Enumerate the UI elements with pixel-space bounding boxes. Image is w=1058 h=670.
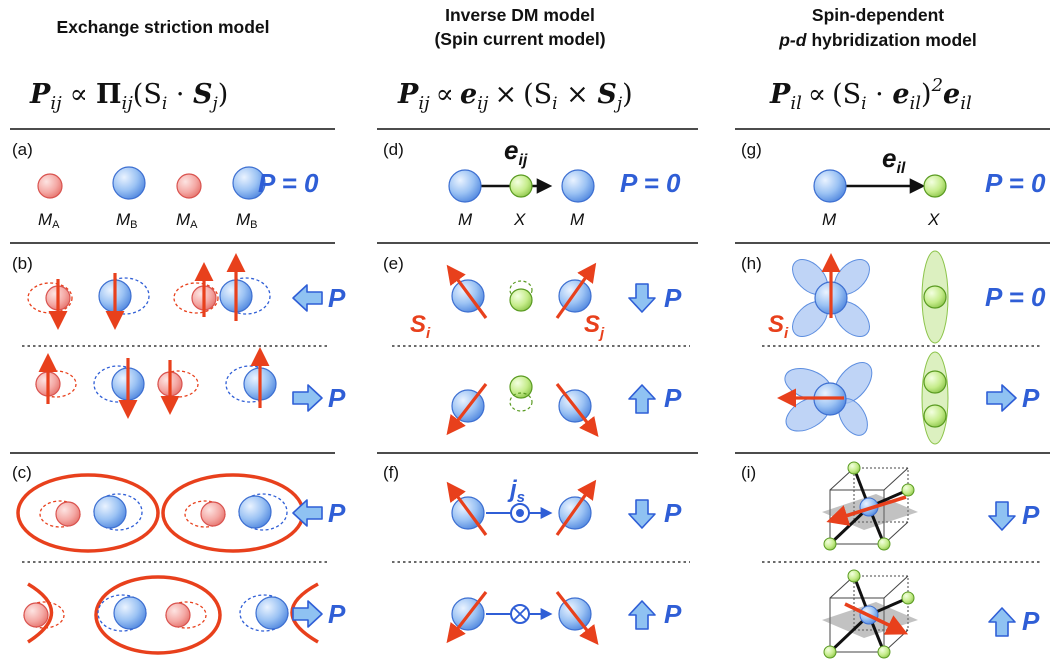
polarization-zero-label: P = 0 <box>985 168 1046 198</box>
polarization-label: P <box>1022 500 1040 530</box>
atom-ma <box>37 173 63 199</box>
spin-arrow-icon <box>555 383 599 438</box>
label-ma: MA <box>176 210 198 231</box>
polarization-arrow-icon <box>628 600 656 630</box>
column-subtitle-pd: p-d hybridization model <box>778 30 977 50</box>
polarization-arrow-icon <box>292 284 323 312</box>
atom-m <box>448 169 482 203</box>
polarization-arrow-icon <box>628 384 656 414</box>
polarization-zero-label: P = 0 <box>258 168 319 198</box>
polarization-arrow-icon <box>292 384 323 412</box>
spin-arrow-icon <box>555 262 597 319</box>
polarization-arrow-icon <box>628 283 656 313</box>
vector-e-il: eil <box>882 143 906 177</box>
polarization-arrow-icon <box>986 384 1017 412</box>
equation-exchange: Pij ∝ Πij(Si · Sj) <box>29 79 228 114</box>
polarization-label: P <box>664 498 682 528</box>
polarization-label: P <box>328 498 346 528</box>
atom-mb <box>232 166 266 200</box>
spin-current-label: js <box>507 476 525 506</box>
spin-arrow-icon <box>446 264 488 319</box>
spin-arrow-icon <box>844 602 909 635</box>
panel-label-f: (f) <box>383 463 399 482</box>
label-m: M <box>458 210 473 229</box>
spin-arrow-icon <box>826 495 907 526</box>
row-separators <box>10 128 1050 454</box>
polarization-arrow-icon <box>292 499 323 527</box>
column-subtitle-spin-current: (Spin current model) <box>434 29 605 49</box>
label-x: X <box>927 210 940 229</box>
atom-ma <box>176 173 202 199</box>
spin-arrow-icon <box>555 479 597 536</box>
polarization-label: P <box>664 599 682 629</box>
panel-i-lower <box>822 569 918 659</box>
panel-e-upper: Si Sj <box>410 262 605 342</box>
panel-label-g: (g) <box>741 140 762 159</box>
spin-label-s-i: Si <box>410 311 431 342</box>
panel-label-d: (d) <box>383 140 404 159</box>
panel-e-lower <box>446 375 599 438</box>
polarization-label: P <box>1022 606 1040 636</box>
atom-m <box>813 169 847 203</box>
panel-f-lower <box>446 591 599 646</box>
vector-e-ij: eij <box>504 135 528 169</box>
panel-label-c: (c) <box>12 463 32 482</box>
polarization-labels: P P P P P P P P P P P <box>328 283 1040 636</box>
polarization-label: P <box>328 599 346 629</box>
column-title-exchange: Exchange striction model <box>57 17 270 37</box>
panel-label-b: (b) <box>12 254 33 273</box>
polarization-label: P <box>1022 383 1040 413</box>
label-m: M <box>570 210 585 229</box>
panel-label-a: (a) <box>12 140 33 159</box>
panel-i-upper <box>822 461 918 551</box>
atom-mb <box>112 166 146 200</box>
polarization-label: P <box>328 283 346 313</box>
label-m: M <box>822 210 837 229</box>
panel-f-upper: js <box>446 476 597 536</box>
pd-rest: hybridization model <box>811 30 976 50</box>
polarization-arrows <box>292 283 1017 637</box>
polarization-label: P <box>664 383 682 413</box>
panel-a: MA MB MA MB P = 0 <box>37 166 319 231</box>
spin-arrow-icon <box>446 591 488 644</box>
label-mb: MB <box>236 210 258 231</box>
label-mb: MB <box>116 210 138 231</box>
panel-g: eil M X P = 0 <box>813 143 1046 229</box>
polarization-zero-label: P = 0 <box>985 282 1046 312</box>
spin-arrow-icon <box>555 591 599 646</box>
polarization-label: P <box>664 283 682 313</box>
equation-inverse-dm: Pij ∝ eij × (Si × Sj) <box>397 79 633 114</box>
spin-label-s-j: Sj <box>584 311 605 342</box>
polarization-arrow-icon <box>988 607 1016 637</box>
dotted-separators <box>22 345 1040 563</box>
polarization-arrow-icon <box>292 600 323 628</box>
atom-m <box>561 169 595 203</box>
spin-label-s-i: Si <box>768 311 789 342</box>
panel-label-i: (i) <box>741 463 756 482</box>
panel-label-h: (h) <box>741 254 762 273</box>
polarization-label: P <box>328 383 346 413</box>
panel-h-lower <box>777 351 949 445</box>
panel-c-lower <box>23 575 319 655</box>
panel-b-lower <box>35 347 277 419</box>
spin-arrow-icon <box>446 481 488 536</box>
panel-b-upper <box>27 253 271 330</box>
column-title-inverse-dm: Inverse DM model <box>445 5 595 25</box>
atom-x <box>509 174 533 198</box>
spin-arrow-icon <box>446 383 488 436</box>
column-title-pd: Spin-dependent <box>812 5 944 25</box>
polarization-arrow-icon <box>628 499 656 529</box>
equation-pd: Pil ∝ (Si · eil)2eil <box>769 75 972 114</box>
polarization-arrow-icon <box>988 501 1016 531</box>
label-ma: MA <box>38 210 60 231</box>
pd-italic: p-d <box>778 30 807 50</box>
atom-x <box>923 174 947 198</box>
panel-d: eij M X M P = 0 <box>448 135 681 229</box>
panel-c-upper <box>16 473 305 553</box>
polarization-zero-label: P = 0 <box>620 168 681 198</box>
label-x: X <box>513 210 526 229</box>
panel-label-e: (e) <box>383 254 404 273</box>
panel-h-upper: Si P = 0 <box>768 250 1046 344</box>
